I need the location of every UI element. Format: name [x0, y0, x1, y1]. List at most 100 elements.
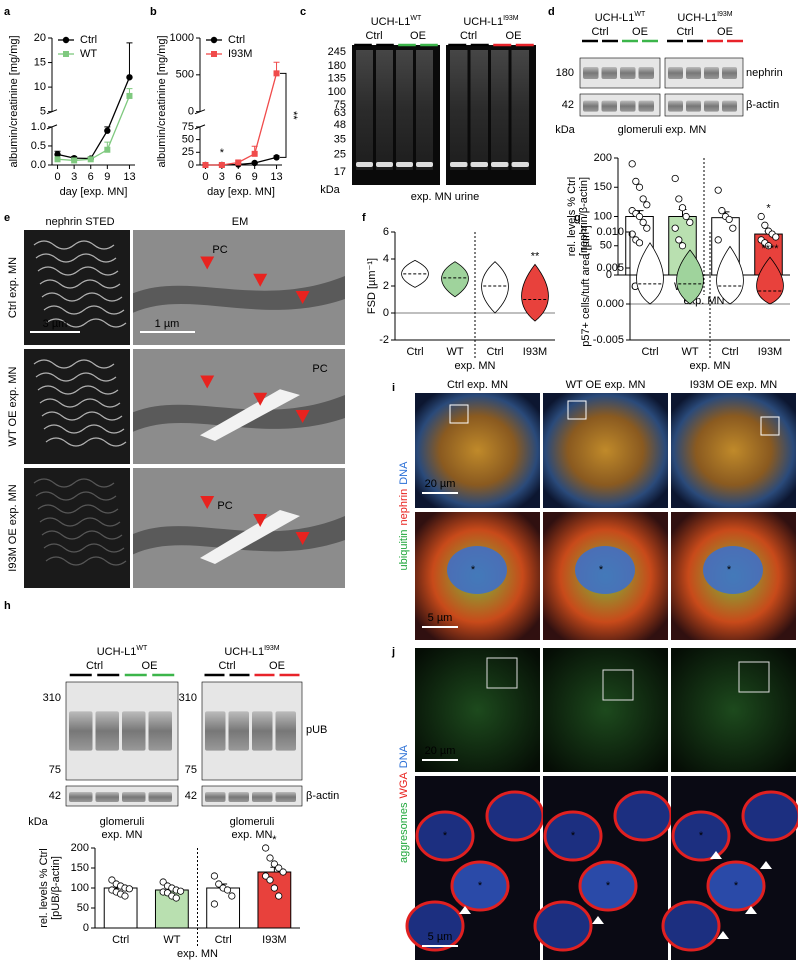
lane-label: Ctrl	[460, 30, 477, 42]
micrograph	[671, 393, 796, 508]
data-point	[251, 159, 258, 167]
marker-label: 42	[562, 99, 574, 111]
data-point	[714, 236, 722, 244]
blot-band	[686, 67, 701, 79]
y-tick-label: 50	[77, 902, 89, 914]
y-tick-label: 0.010	[596, 226, 624, 238]
data-point	[635, 183, 644, 191]
lane-label: OE	[269, 660, 285, 672]
label-sup: I93M	[503, 15, 519, 22]
inset-box	[449, 404, 469, 424]
label-sup: I93M	[717, 11, 733, 18]
blot-group-label: UCH-L1WT	[595, 11, 646, 24]
label-sup: I93M	[264, 645, 280, 652]
x-tick-label: 9	[104, 171, 110, 183]
y-tick-label: 10	[34, 81, 46, 93]
inset-box	[738, 661, 770, 693]
blot-band	[228, 711, 249, 751]
cell-outline	[706, 860, 766, 912]
data-point	[54, 156, 61, 163]
blot-band	[148, 792, 172, 802]
nucleus-marker: *	[699, 830, 704, 842]
panel-letter: a	[4, 6, 11, 18]
blot-band	[148, 711, 172, 751]
blot-band	[722, 67, 737, 79]
panel-letter: c	[300, 6, 306, 18]
stain-word: WGA	[398, 772, 410, 799]
inset-box	[486, 657, 518, 689]
sted-signal	[41, 411, 123, 421]
blot-band	[95, 711, 119, 751]
blot-band	[620, 67, 636, 79]
data-point	[678, 204, 687, 212]
data-point	[215, 880, 223, 888]
arrowhead	[295, 532, 310, 545]
x-tick-label: I93M	[758, 346, 782, 358]
unit-label: kDa	[555, 124, 575, 136]
em-space	[200, 389, 300, 441]
lane-label: Ctrl	[86, 660, 103, 672]
axis-break	[46, 124, 58, 130]
data-point	[686, 218, 694, 226]
ladder-label: 25	[334, 149, 346, 161]
blot-band	[95, 792, 119, 802]
blot-band	[583, 100, 599, 112]
micrograph	[543, 648, 668, 772]
unit-label: kDa	[320, 184, 340, 196]
sted-signal	[39, 517, 121, 527]
cell-outline	[450, 860, 510, 912]
legend-marker	[62, 36, 70, 44]
marker-label: 180	[556, 67, 574, 79]
axis-break	[194, 124, 206, 130]
data-point	[266, 854, 274, 862]
cell-outline	[405, 900, 465, 952]
x-tick-label: Ctrl	[486, 346, 503, 358]
blot-band	[470, 162, 488, 167]
y-axis-label: p57+ cells/tuft area [µm²]	[580, 225, 592, 347]
data-point	[266, 876, 274, 884]
y-axis-label: FSD [µm⁻¹]	[366, 258, 378, 314]
series-line	[57, 95, 131, 162]
cell-outline	[661, 900, 721, 952]
data-point	[714, 186, 722, 194]
x-tick-label: WT	[446, 346, 463, 358]
sted-signal	[45, 556, 127, 566]
arrowhead	[592, 916, 604, 924]
series-line	[205, 73, 278, 166]
data-point	[729, 224, 737, 232]
blot-band	[252, 792, 273, 802]
blot-lane	[491, 50, 509, 170]
cell-outline	[543, 810, 603, 862]
blot-group-label: UCH-L1WT	[371, 15, 422, 28]
data-point	[126, 92, 133, 99]
sted-signal	[33, 359, 115, 369]
data-point	[104, 127, 111, 134]
y-axis-label: albumin/creatinine [mg/mg]	[156, 35, 168, 167]
data-point	[176, 887, 185, 895]
y-tick-label: 1000	[170, 32, 194, 44]
x-tick-label: I93M	[262, 934, 286, 946]
y-tick-label: 25	[182, 146, 194, 158]
data-point	[671, 174, 679, 183]
lane-label: Ctrl	[365, 30, 382, 42]
blot-band	[416, 162, 433, 167]
data-point	[678, 242, 687, 250]
nucleus-marker: *	[478, 880, 483, 892]
stain-label: aggresomes WGA DNA	[398, 744, 410, 863]
caption: exp. MN	[232, 829, 273, 841]
micrograph	[415, 648, 540, 772]
blot-band	[122, 792, 146, 802]
data-point	[643, 201, 651, 209]
y-axis-label: albumin/creatinine [mg/mg]	[8, 35, 20, 167]
x-tick-label: 13	[123, 171, 135, 183]
legend-marker	[63, 51, 69, 57]
annotation: ****	[761, 243, 779, 255]
arrowhead	[253, 514, 268, 527]
band-label: nephrin	[746, 67, 783, 79]
blot-band	[638, 100, 654, 112]
legend-marker	[210, 36, 218, 44]
sted-image	[24, 468, 130, 588]
stain-word: aggresomes	[398, 802, 410, 863]
arrowhead	[200, 375, 215, 389]
sted-signal	[37, 385, 119, 395]
